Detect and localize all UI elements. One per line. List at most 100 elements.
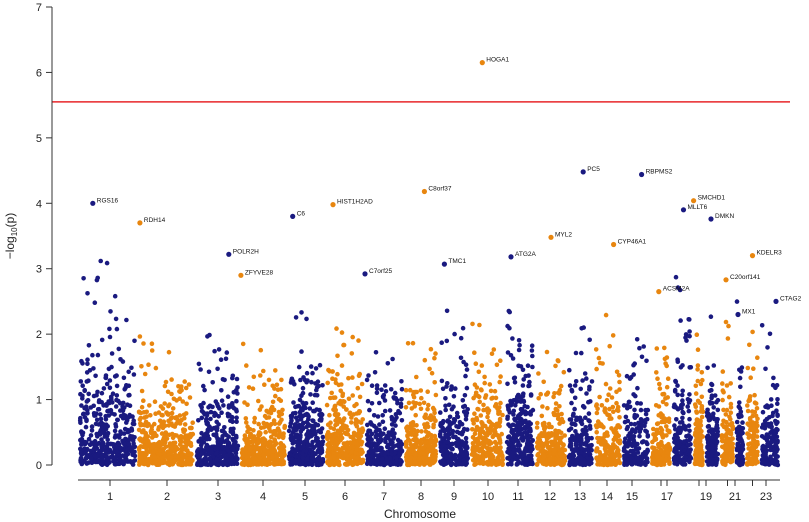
snp-point bbox=[616, 433, 621, 439]
snp-point bbox=[452, 331, 457, 337]
snp-point bbox=[428, 456, 433, 462]
snp-point bbox=[382, 426, 388, 432]
snp-point bbox=[94, 417, 100, 423]
snp-point bbox=[332, 395, 338, 400]
snp-point bbox=[373, 433, 379, 439]
snp-point bbox=[199, 415, 205, 421]
snp-point bbox=[392, 418, 397, 424]
snp-point bbox=[584, 432, 589, 438]
snp-point bbox=[316, 383, 322, 389]
snp-point bbox=[375, 414, 381, 419]
snp-point bbox=[108, 394, 114, 400]
snp-point bbox=[198, 367, 203, 372]
snp-point bbox=[458, 335, 464, 341]
snp-point bbox=[327, 369, 332, 374]
snp-point bbox=[478, 413, 484, 418]
snp-point bbox=[675, 383, 680, 388]
snp-point bbox=[373, 443, 378, 449]
snp-point bbox=[545, 405, 550, 411]
snp-point bbox=[449, 384, 454, 389]
snp-point bbox=[107, 447, 113, 453]
snp-point bbox=[481, 402, 486, 408]
snp-point bbox=[388, 438, 393, 444]
snp-point bbox=[665, 376, 671, 382]
snp-point bbox=[530, 353, 535, 359]
snp-point bbox=[357, 409, 363, 414]
snp-point bbox=[246, 385, 252, 390]
snp-point bbox=[635, 385, 640, 391]
snp-point bbox=[242, 433, 248, 438]
snp-point bbox=[80, 432, 85, 438]
snp-point bbox=[372, 370, 378, 375]
snp-point bbox=[572, 395, 578, 401]
snp-point bbox=[489, 427, 494, 433]
snp-point bbox=[513, 456, 519, 462]
snp-point bbox=[310, 400, 316, 406]
snp-point bbox=[470, 321, 475, 327]
snp-point bbox=[573, 429, 578, 434]
snp-point bbox=[138, 455, 144, 460]
snp-point bbox=[547, 456, 553, 462]
snp-point bbox=[231, 437, 236, 443]
snp-point bbox=[464, 444, 470, 449]
snp-point bbox=[328, 395, 333, 401]
snp-point bbox=[157, 451, 163, 457]
snp-point bbox=[339, 363, 345, 368]
snp-point bbox=[569, 447, 575, 452]
snp-point bbox=[470, 417, 476, 423]
snp-point bbox=[655, 376, 660, 382]
snp-point bbox=[482, 442, 487, 448]
snp-point bbox=[482, 435, 488, 441]
snp-point bbox=[567, 383, 573, 388]
snp-point bbox=[148, 413, 153, 418]
snp-point bbox=[100, 441, 106, 446]
snp-point bbox=[170, 462, 175, 467]
snp-point bbox=[257, 446, 263, 451]
snp-point bbox=[281, 431, 286, 436]
snp-point bbox=[156, 427, 161, 432]
snp-point bbox=[96, 399, 102, 405]
snp-point bbox=[230, 419, 235, 425]
snp-point bbox=[107, 334, 113, 340]
snp-point bbox=[80, 383, 85, 389]
snp-point bbox=[428, 413, 434, 418]
snp-point bbox=[296, 458, 302, 463]
snp-point bbox=[137, 334, 143, 339]
snp-point bbox=[217, 406, 222, 411]
snp-point bbox=[234, 409, 239, 414]
snp-point bbox=[165, 461, 171, 466]
snp-point bbox=[529, 456, 534, 462]
snp-point bbox=[480, 456, 486, 462]
snp-point bbox=[587, 418, 592, 424]
snp-point bbox=[604, 397, 610, 403]
snp-point bbox=[172, 440, 178, 446]
snp-point bbox=[170, 406, 176, 411]
snp-point bbox=[600, 361, 605, 366]
snp-point bbox=[675, 357, 680, 363]
snp-point bbox=[154, 457, 159, 463]
snp-point bbox=[220, 433, 225, 439]
snp-point bbox=[255, 398, 261, 404]
snp-point bbox=[603, 381, 609, 387]
snp-point bbox=[623, 414, 629, 420]
snp-point bbox=[369, 383, 375, 389]
snp-point bbox=[234, 388, 239, 393]
snp-point bbox=[529, 348, 535, 353]
snp-point bbox=[334, 326, 339, 331]
snp-point bbox=[245, 436, 250, 442]
snp-point bbox=[166, 418, 171, 424]
snp-point bbox=[167, 441, 173, 446]
snp-point bbox=[382, 451, 388, 457]
snp-point bbox=[421, 462, 427, 467]
snp-point bbox=[252, 415, 257, 421]
snp-point bbox=[89, 428, 95, 433]
snp-point bbox=[593, 347, 599, 352]
snp-point bbox=[500, 457, 506, 463]
snp-point bbox=[325, 380, 331, 386]
snp-point bbox=[223, 455, 228, 460]
snp-point bbox=[320, 383, 325, 388]
snp-point bbox=[441, 418, 446, 424]
snp-point bbox=[86, 436, 92, 442]
snp-point bbox=[485, 410, 491, 416]
snp-point bbox=[389, 414, 395, 420]
